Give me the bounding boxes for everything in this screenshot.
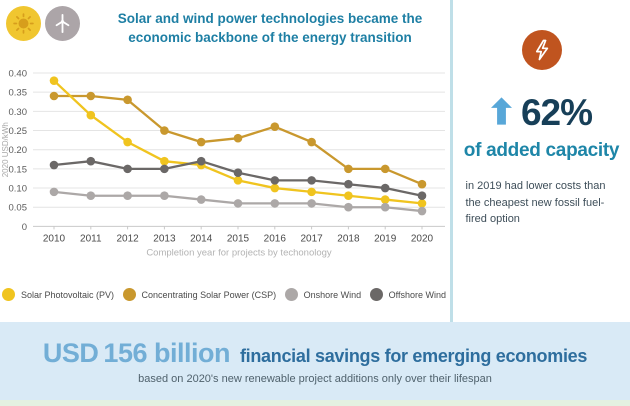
banner-currency: USD xyxy=(42,337,99,368)
up-arrow-icon xyxy=(490,96,512,130)
svg-text:2010: 2010 xyxy=(43,233,66,244)
legend-dot xyxy=(122,288,136,301)
main-area: Solar and wind power technologies became… xyxy=(0,0,630,322)
vertical-divider xyxy=(450,0,453,322)
chart-panel: Solar and wind power technologies became… xyxy=(0,6,446,301)
legend-item: Onshore Wind xyxy=(284,288,362,301)
legend-item: Offshore Wind xyxy=(369,288,446,301)
svg-text:2020 USD/kWh: 2020 USD/kWh xyxy=(1,122,10,177)
svg-text:Completion year for projects b: Completion year for projects by techonol… xyxy=(146,247,332,258)
legend-dot xyxy=(369,288,383,301)
sun-icon xyxy=(6,6,41,41)
savings-banner: USD 156 billion financial savings for em… xyxy=(0,322,630,400)
legend-dot xyxy=(2,288,15,301)
stat-value: 62% xyxy=(520,92,593,133)
legend-label: Onshore Wind xyxy=(303,289,362,300)
legend-label: Concentrating Solar Power (CSP) xyxy=(141,289,277,300)
svg-text:0.20: 0.20 xyxy=(9,145,28,156)
svg-text:2018: 2018 xyxy=(337,233,360,244)
svg-text:0.10: 0.10 xyxy=(9,184,28,195)
svg-text:0.30: 0.30 xyxy=(9,107,28,118)
chart-legend: Solar Photovoltaic (PV) Concentrating Sol… xyxy=(0,288,446,301)
cost-trend-chart: 0 0.05 0.10 0.15 0.20 0.25 0.30 0.35 0.40 2010 201… xyxy=(1,69,445,258)
banner-headline: financial savings for emerging economies xyxy=(239,345,588,366)
stat-headline: of added capacity xyxy=(463,140,620,161)
svg-text:0.15: 0.15 xyxy=(9,164,28,175)
header-icons xyxy=(6,6,80,41)
svg-text:2017: 2017 xyxy=(300,233,323,244)
svg-text:0.35: 0.35 xyxy=(9,88,28,99)
legend-item: Concentrating Solar Power (CSP) xyxy=(122,288,277,301)
svg-text:0.05: 0.05 xyxy=(9,203,28,214)
stat-body: in 2019 had lower costs than the cheapes… xyxy=(465,180,606,225)
svg-text:2014: 2014 xyxy=(190,233,213,244)
banner-subtext: based on 2020's new renewable project ad… xyxy=(138,372,492,385)
svg-text:2019: 2019 xyxy=(374,233,397,244)
legend-label: Offshore Wind xyxy=(388,289,446,300)
legend-label: Solar Photovoltaic (PV) xyxy=(21,289,115,300)
page-title: Solar and wind power technologies became… xyxy=(117,11,423,45)
svg-text:0.25: 0.25 xyxy=(9,126,28,137)
svg-text:2020: 2020 xyxy=(411,233,434,244)
lightning-icon xyxy=(521,30,562,70)
svg-text:2016: 2016 xyxy=(264,233,287,244)
stat-panel: 62% of added capacity in 2019 had lower … xyxy=(453,0,630,322)
svg-text:0.40: 0.40 xyxy=(9,69,28,80)
legend-item: Solar Photovoltaic (PV) xyxy=(2,288,114,301)
banner-amount: 156 billion xyxy=(103,337,230,368)
bottom-accent-strip xyxy=(0,400,630,406)
legend-dot xyxy=(284,288,298,301)
svg-text:2012: 2012 xyxy=(116,233,139,244)
svg-text:2015: 2015 xyxy=(227,233,250,244)
svg-text:2013: 2013 xyxy=(153,233,176,244)
svg-text:0: 0 xyxy=(22,222,27,233)
svg-text:2011: 2011 xyxy=(80,233,102,244)
wind-turbine-icon xyxy=(45,6,80,41)
